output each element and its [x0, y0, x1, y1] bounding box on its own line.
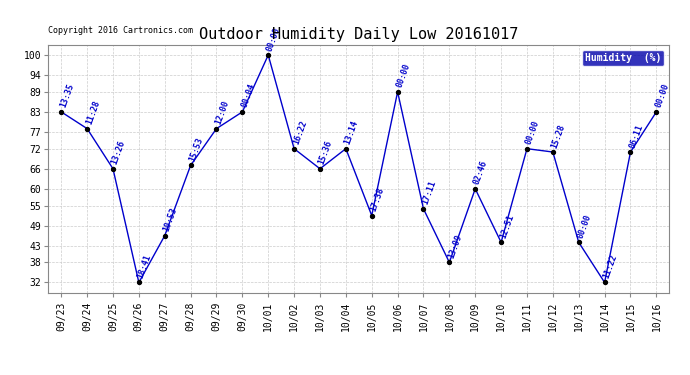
Point — [159, 232, 170, 238]
Point — [625, 149, 636, 155]
Text: 00:00: 00:00 — [524, 119, 541, 146]
Text: 13:26: 13:26 — [110, 140, 127, 166]
Text: 06:11: 06:11 — [628, 123, 644, 149]
Text: 02:46: 02:46 — [473, 159, 489, 186]
Point — [418, 206, 429, 212]
Text: 12:00: 12:00 — [214, 99, 230, 126]
Text: 12:51: 12:51 — [498, 213, 515, 240]
Point — [366, 213, 377, 219]
Text: 00:04: 00:04 — [239, 82, 257, 109]
Point — [547, 149, 558, 155]
Point — [573, 239, 584, 245]
Point — [495, 239, 506, 245]
Point — [81, 126, 92, 132]
Point — [470, 186, 481, 192]
Point — [211, 126, 222, 132]
Text: 11:28: 11:28 — [84, 99, 101, 126]
Point — [599, 279, 610, 285]
Text: 00:00: 00:00 — [266, 26, 282, 52]
Point — [133, 279, 144, 285]
Text: 15:53: 15:53 — [188, 136, 205, 163]
Text: 16:22: 16:22 — [291, 119, 308, 146]
Title: Outdoor Humidity Daily Low 20161017: Outdoor Humidity Daily Low 20161017 — [199, 27, 518, 42]
Point — [315, 166, 326, 172]
Text: 00:00: 00:00 — [576, 213, 593, 240]
Point — [237, 109, 248, 115]
Point — [108, 166, 119, 172]
Text: 15:36: 15:36 — [317, 140, 334, 166]
Point — [263, 52, 274, 58]
Text: 17:11: 17:11 — [421, 180, 437, 206]
Point — [444, 260, 455, 266]
Text: 13:09: 13:09 — [446, 233, 464, 260]
Point — [392, 89, 403, 95]
Text: 18:41: 18:41 — [136, 253, 153, 280]
Text: 11:22: 11:22 — [602, 253, 619, 280]
Text: 10:53: 10:53 — [162, 206, 179, 233]
Text: 15:28: 15:28 — [550, 123, 567, 149]
Point — [340, 146, 351, 152]
Text: Copyright 2016 Cartronics.com: Copyright 2016 Cartronics.com — [48, 26, 193, 35]
Text: 13:14: 13:14 — [343, 119, 360, 146]
Text: 00:00: 00:00 — [395, 63, 412, 89]
Point — [185, 162, 196, 168]
Point — [522, 146, 533, 152]
Point — [56, 109, 67, 115]
Legend: Humidity  (%): Humidity (%) — [582, 50, 664, 66]
Point — [288, 146, 299, 152]
Point — [651, 109, 662, 115]
Text: 13:35: 13:35 — [59, 82, 75, 109]
Text: 17:38: 17:38 — [369, 186, 386, 213]
Text: 00:00: 00:00 — [653, 82, 671, 109]
